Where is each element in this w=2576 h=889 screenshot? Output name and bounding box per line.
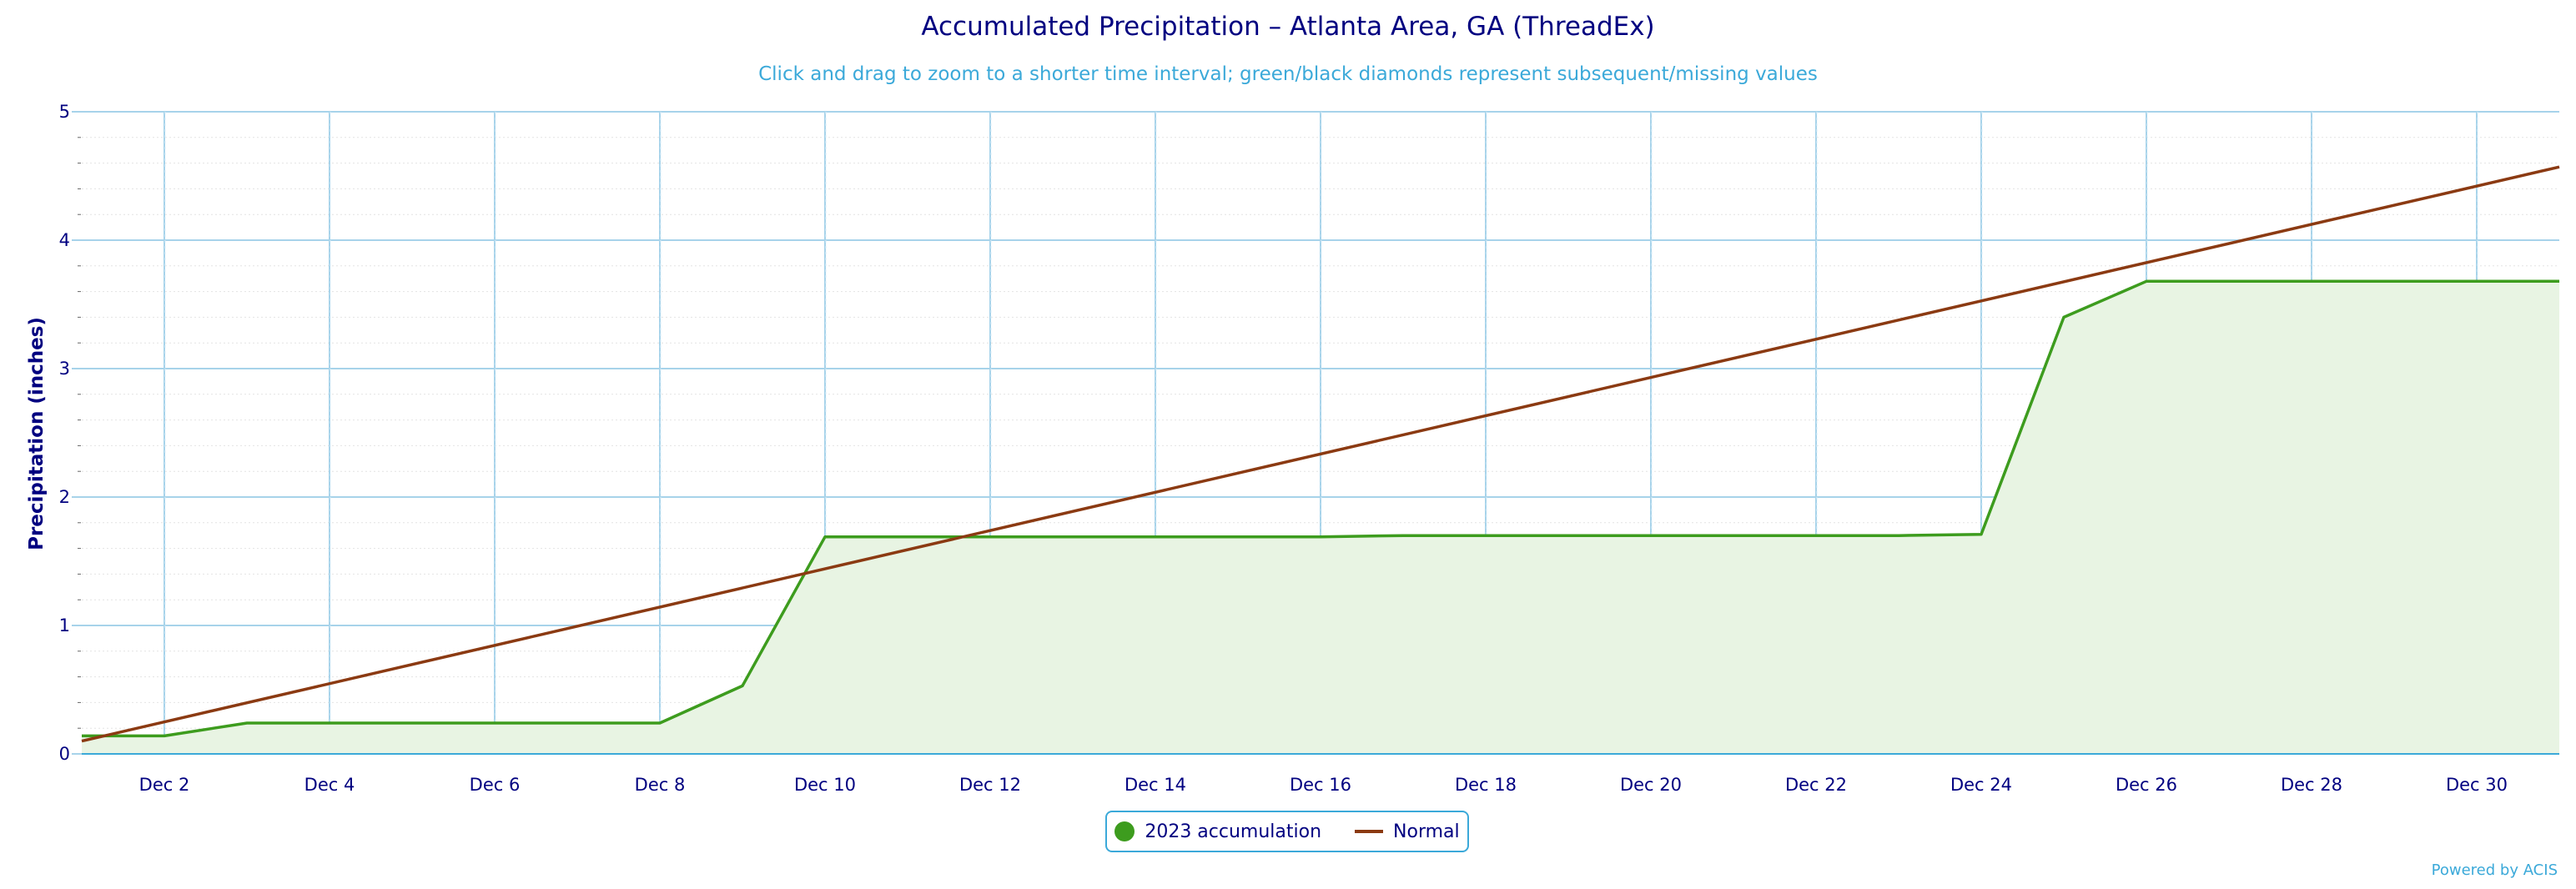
accumulation-point xyxy=(1150,531,1161,543)
accumulation-point xyxy=(2058,311,2070,323)
accumulation-point xyxy=(324,717,335,729)
normal-line xyxy=(81,165,2560,743)
accumulation-point xyxy=(1480,530,1492,541)
x-tick-label: Dec 24 xyxy=(1950,775,2012,795)
accumulation-point xyxy=(2306,275,2317,287)
accumulation-point xyxy=(2388,275,2400,287)
x-tick-label: Dec 22 xyxy=(1785,775,1847,795)
accumulation-point xyxy=(2553,275,2565,287)
chart-subtitle: Click and drag to zoom to a shorter time… xyxy=(758,63,1818,85)
x-tick-label: Dec 6 xyxy=(470,775,521,795)
accumulation-point xyxy=(158,730,170,741)
accumulation-point xyxy=(489,717,501,729)
y-tick-label: 5 xyxy=(59,102,70,122)
x-tick-label: Dec 26 xyxy=(2116,775,2177,795)
x-tick-label: Dec 8 xyxy=(635,775,686,795)
accumulation-point xyxy=(902,531,913,543)
accumulation-area xyxy=(82,281,2559,754)
accumulation-point xyxy=(1975,529,1987,540)
x-tick-label: Dec 28 xyxy=(2281,775,2342,795)
x-tick-label: Dec 18 xyxy=(1455,775,1517,795)
accumulation-point xyxy=(571,717,583,729)
accumulation-marker-icon xyxy=(1114,821,1135,841)
legend-label-accumulation: 2023 accumulation xyxy=(1145,821,1322,842)
y-tick-label: 4 xyxy=(59,230,70,250)
y-tick-label: 3 xyxy=(59,359,70,379)
x-tick-label: Dec 20 xyxy=(1620,775,1682,795)
y-tick-label: 0 xyxy=(59,744,70,764)
x-tick-label: Dec 14 xyxy=(1124,775,1186,795)
accumulation-point xyxy=(241,717,253,729)
x-tick-label: Dec 10 xyxy=(794,775,856,795)
accumulation-point xyxy=(819,531,831,543)
accumulation-point xyxy=(1067,531,1079,543)
accumulation-point xyxy=(2223,275,2235,287)
y-tick-label: 2 xyxy=(59,487,70,507)
accumulation-point xyxy=(1562,530,1574,541)
x-tick-label: Dec 2 xyxy=(139,775,190,795)
credit-link[interactable]: Powered by ACIS xyxy=(2431,861,2558,879)
x-tick-label: Dec 16 xyxy=(1290,775,1351,795)
accumulation-point xyxy=(1893,530,1904,541)
chart-title: Accumulated Precipitation – Atlanta Area… xyxy=(921,12,1655,42)
x-tick-label: Dec 12 xyxy=(959,775,1021,795)
legend: 2023 accumulation Normal xyxy=(1105,811,1469,852)
legend-item-accumulation[interactable]: 2023 accumulation xyxy=(1114,821,1321,842)
accumulation-point xyxy=(2141,275,2152,287)
y-tick-label: 1 xyxy=(59,615,70,635)
accumulation-point xyxy=(406,717,418,729)
accumulation-point xyxy=(1645,530,1657,541)
normal-line-icon xyxy=(1355,830,1384,833)
accumulation-point xyxy=(1810,530,1822,541)
accumulation-point xyxy=(737,680,748,691)
accumulation-point xyxy=(654,717,666,729)
x-tick-label: Dec 4 xyxy=(304,775,355,795)
legend-item-normal[interactable]: Normal xyxy=(1355,821,1460,842)
accumulation-point xyxy=(2471,275,2483,287)
accumulation-point xyxy=(1728,530,1739,541)
accumulation-line xyxy=(82,279,2559,738)
legend-label-normal: Normal xyxy=(1393,821,1460,842)
accumulation-point xyxy=(1315,531,1326,543)
accumulation-point xyxy=(1232,531,1244,543)
accumulation-point xyxy=(1397,530,1409,541)
x-tick-label: Dec 30 xyxy=(2446,775,2508,795)
